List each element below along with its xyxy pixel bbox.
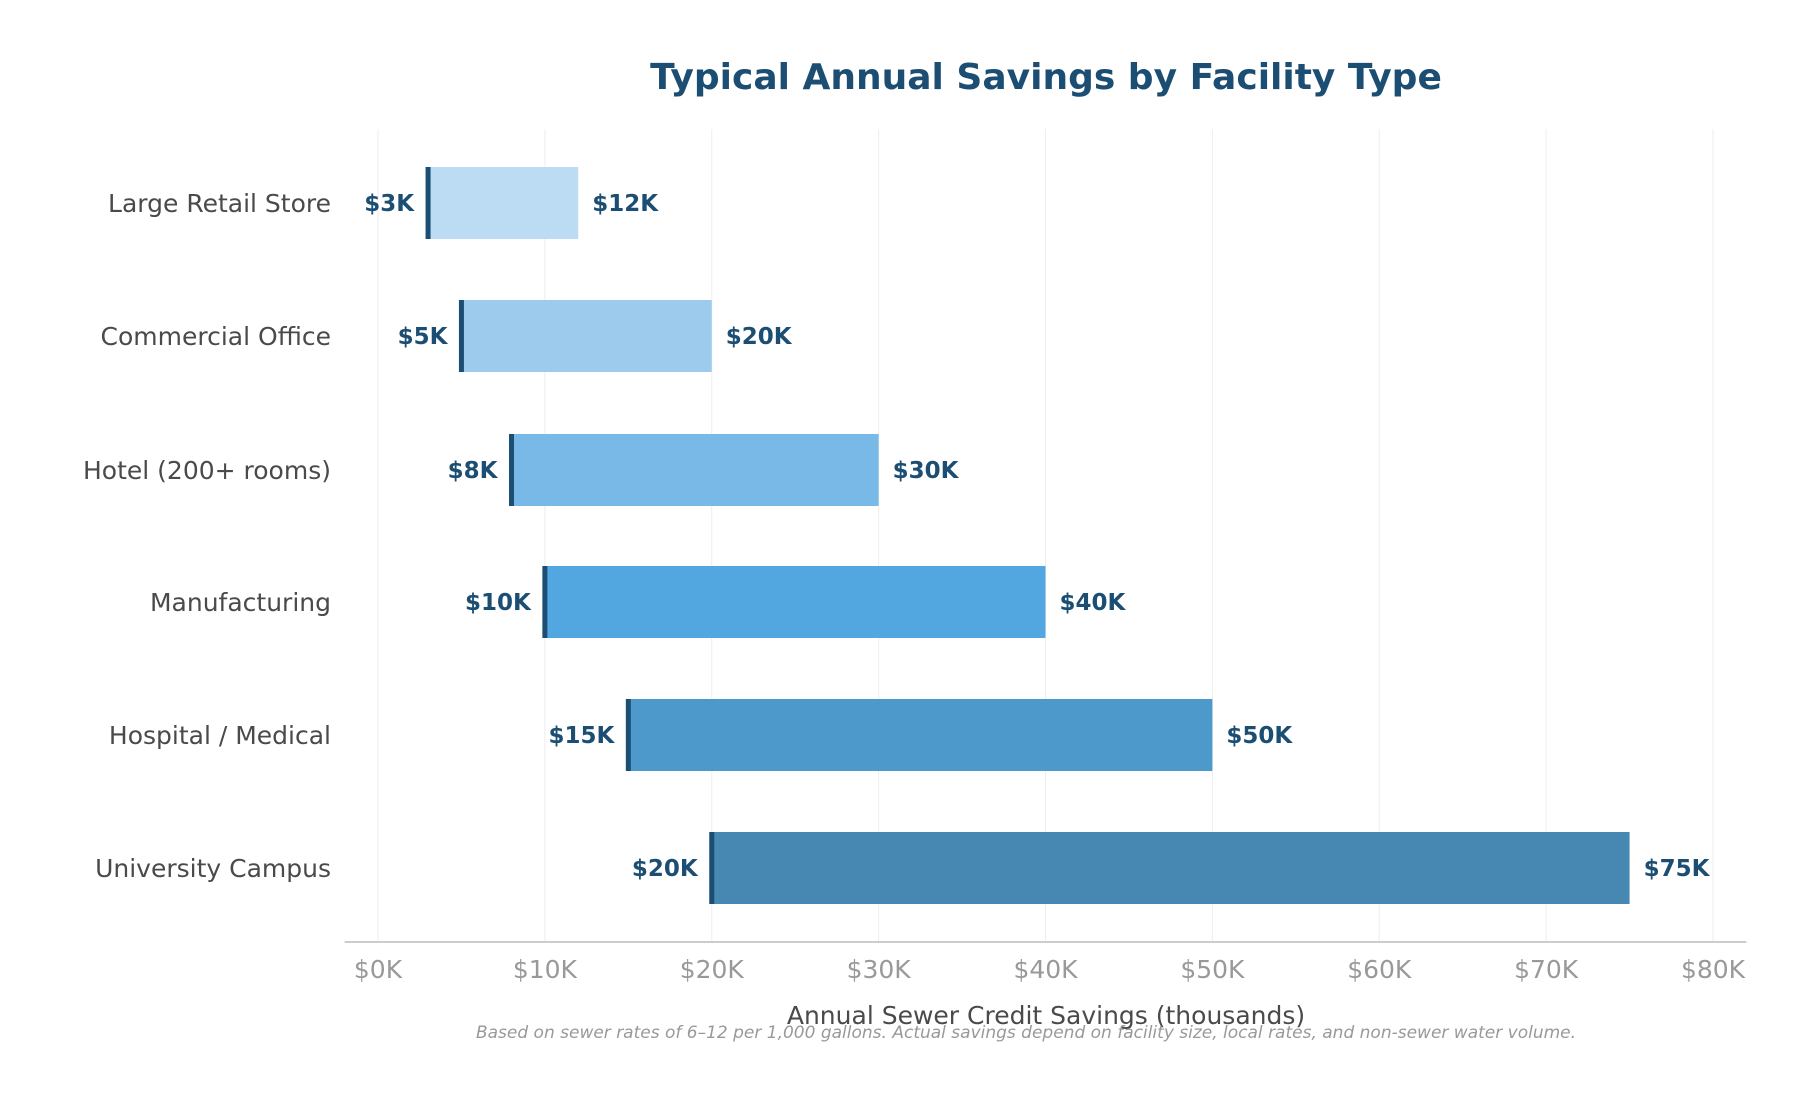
range-bar — [428, 167, 579, 239]
low-value-label: $10K — [465, 590, 532, 616]
range-bar — [628, 699, 1213, 771]
low-marker — [625, 699, 631, 771]
x-tick-label: $70K — [1514, 955, 1579, 984]
low-marker — [458, 300, 464, 372]
category-label: Commercial Office — [101, 322, 331, 351]
x-tick-label: $30K — [847, 955, 912, 984]
x-tick-label: $80K — [1681, 955, 1746, 984]
x-tick-label: $50K — [1180, 955, 1245, 984]
category-label: Hotel (200+ rooms) — [83, 456, 331, 485]
low-marker — [709, 832, 715, 904]
range-bar — [544, 566, 1046, 638]
low-value-label: $3K — [364, 191, 415, 217]
high-value-label: $12K — [592, 191, 659, 217]
x-tick-label: $0K — [354, 955, 403, 984]
x-tick-label: $20K — [680, 955, 745, 984]
low-marker — [425, 167, 431, 239]
high-value-label: $75K — [1644, 856, 1711, 882]
x-tick-label: $60K — [1347, 955, 1412, 984]
high-value-label: $40K — [1060, 590, 1127, 616]
category-label: Manufacturing — [150, 588, 331, 617]
low-marker — [542, 566, 548, 638]
low-value-label: $20K — [632, 856, 699, 882]
low-value-label: $15K — [548, 723, 615, 749]
range-bar — [711, 832, 1630, 904]
high-value-label: $50K — [1226, 723, 1293, 749]
category-label: Large Retail Store — [108, 189, 331, 218]
chart-title: Typical Annual Savings by Facility Type — [650, 57, 1442, 98]
x-tick-label: $10K — [513, 955, 578, 984]
footnote: Based on sewer rates of 6–12 per 1,000 g… — [476, 1023, 1576, 1043]
low-value-label: $8K — [448, 458, 499, 484]
range-bar — [511, 434, 879, 506]
x-axis-label: Annual Sewer Credit Savings (thousands) — [787, 1001, 1305, 1030]
category-label: Hospital / Medical — [109, 721, 331, 750]
high-value-label: $20K — [726, 324, 793, 350]
high-value-label: $30K — [893, 458, 960, 484]
low-marker — [509, 434, 514, 506]
category-label: University Campus — [95, 854, 331, 883]
low-value-label: $5K — [398, 324, 449, 350]
x-tick-label: $40K — [1013, 955, 1078, 984]
range-bar — [461, 300, 712, 372]
